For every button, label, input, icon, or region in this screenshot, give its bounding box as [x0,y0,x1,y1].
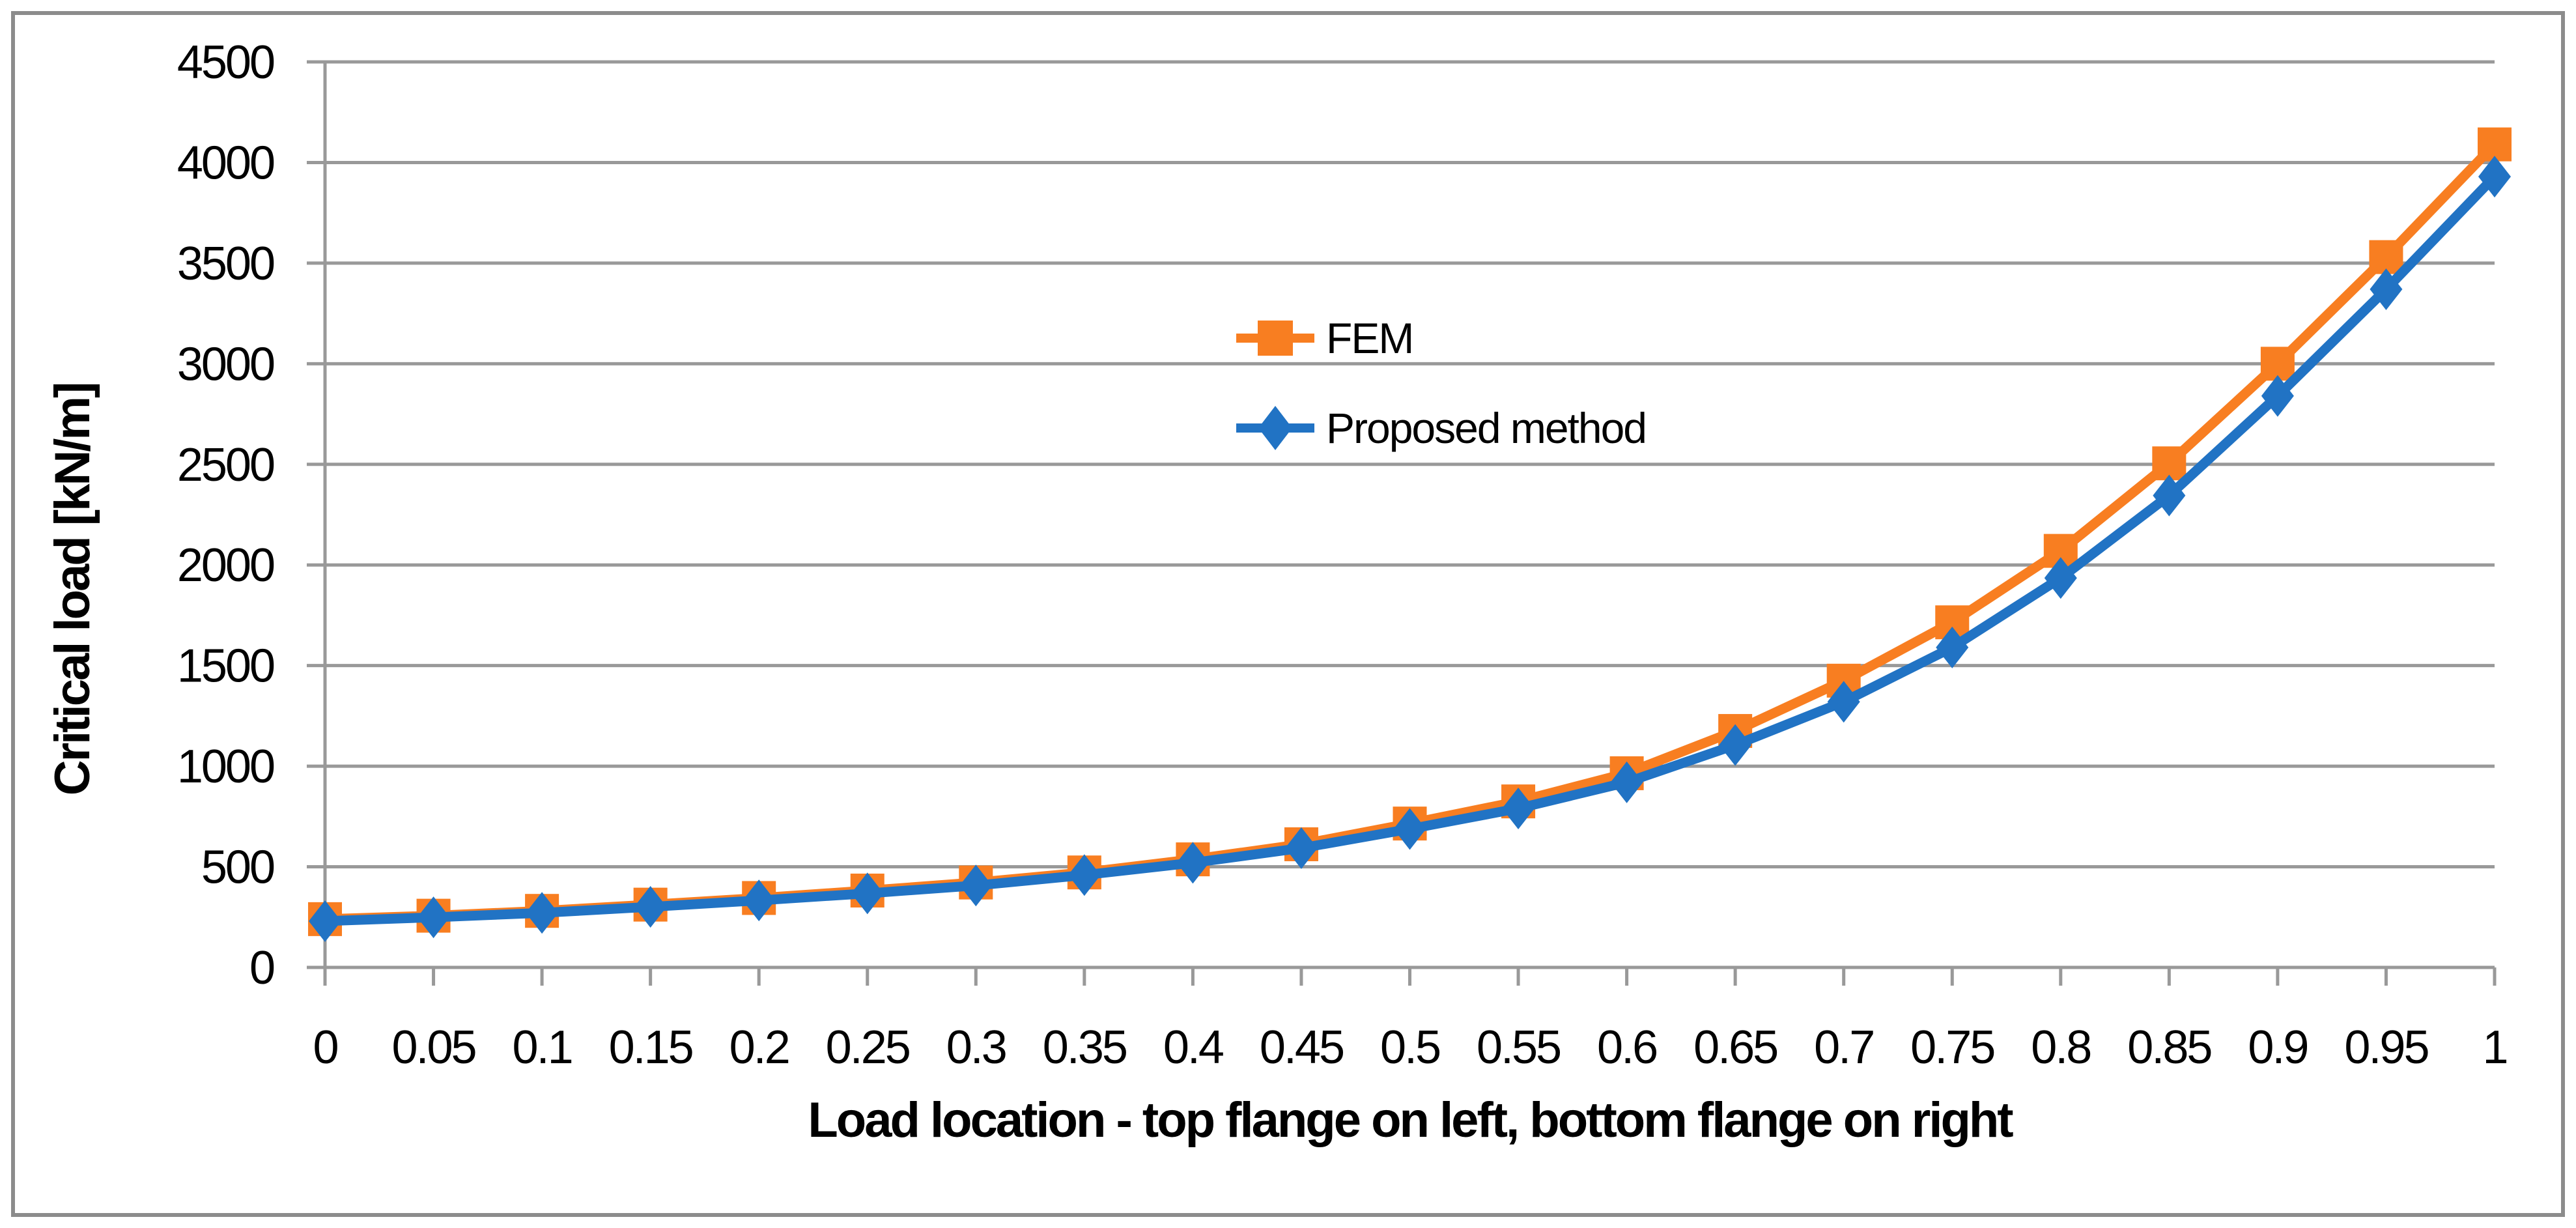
data-point-proposed-method-x0.95 [2370,268,2403,311]
data-point-proposed-method-x0.4 [1176,842,1210,884]
y-tick-label-1000: 1000 [177,741,274,793]
data-point-proposed-method-x0.55 [1502,787,1535,829]
x-tick-label-0.55: 0.55 [1477,1021,1561,1074]
y-tick-label-3500: 3500 [177,238,274,290]
x-tick-label-0.75: 0.75 [1910,1021,1994,1074]
data-point-proposed-method-x0 [309,900,341,942]
data-point-proposed-method-x0.2 [743,879,776,922]
x-tick-label-0.6: 0.6 [1597,1021,1656,1074]
x-tick-label-0.8: 0.8 [2031,1021,2090,1074]
data-point-proposed-method-x0.15 [634,886,667,928]
y-tick-label-2000: 2000 [177,539,274,592]
x-tick-label-0.95: 0.95 [2344,1021,2428,1074]
x-tick-label-0.9: 0.9 [2248,1021,2307,1074]
legend-item-proposed-method: Proposed method [1236,383,1647,473]
data-point-fem-x1 [2478,127,2512,162]
data-point-proposed-method-x0.3 [959,864,993,907]
x-tick-label-0.65: 0.65 [1693,1021,1777,1074]
x-tick-label-0.15: 0.15 [609,1021,693,1074]
legend-label-proposed-method: Proposed method [1326,404,1647,452]
y-tick-label-500: 500 [201,842,274,894]
data-point-proposed-method-x0.45 [1284,827,1318,869]
x-tick-label-0.7: 0.7 [1814,1021,1873,1074]
data-point-proposed-method-x0.1 [526,892,559,934]
data-point-fem-x0.95 [2369,240,2403,274]
y-tick-label-3000: 3000 [177,338,274,390]
series-line-fem [320,139,2500,924]
legend-label-fem: FEM [1326,314,1414,362]
x-tick-label-0.85: 0.85 [2127,1021,2211,1074]
data-point-proposed-method-x0.6 [1610,761,1643,803]
x-tick-label-0.4: 0.4 [1163,1021,1223,1074]
data-point-proposed-method-x0.9 [2261,375,2294,417]
data-point-fem-x0.85 [2152,446,2187,481]
chart-border [11,11,2565,1217]
y-tick-label-2500: 2500 [177,439,274,491]
data-point-proposed-method-x0.65 [1719,724,1752,766]
fem-series-marker-icon [1236,321,1314,356]
x-tick-label-0.2: 0.2 [729,1021,789,1074]
data-point-proposed-method-x0.5 [1393,808,1426,850]
x-tick-label-0.05: 0.05 [391,1021,475,1074]
legend: FEM Proposed method [1236,293,1647,473]
legend-item-fem: FEM [1236,293,1646,383]
x-tick-label-0.25: 0.25 [826,1021,910,1074]
data-point-proposed-method-x0.75 [1936,626,1969,668]
x-tick-label-0.45: 0.45 [1260,1021,1344,1074]
x-tick-label-0: 0 [313,1021,337,1074]
data-point-proposed-method-x0.05 [417,896,450,939]
data-point-proposed-method-x0.85 [2153,474,2186,517]
x-tick-label-0.5: 0.5 [1380,1021,1440,1074]
y-tick-label-4000: 4000 [177,137,274,189]
x-tick-label-0.3: 0.3 [946,1021,1006,1074]
data-point-proposed-method-x0.8 [2044,557,2077,599]
x-tick-label-1: 1 [2482,1021,2506,1074]
x-tick-label-0.35: 0.35 [1043,1021,1127,1074]
x-axis-title: Load location - top flange on left, bott… [808,1092,2013,1148]
proposed-method-series-marker-icon [1236,406,1314,450]
x-tick-label-0.1: 0.1 [513,1021,572,1074]
y-tick-label-0: 0 [249,942,274,994]
data-point-fem-x0.9 [2260,347,2295,381]
data-point-proposed-method-x1 [2478,156,2511,198]
y-tick-label-1500: 1500 [177,640,274,693]
y-axis-title: Critical load [kN/m] [45,383,100,796]
data-point-proposed-method-x0.25 [851,872,884,915]
data-point-proposed-method-x0.35 [1068,854,1101,896]
data-point-proposed-method-x0.7 [1827,681,1860,723]
y-tick-label-4500: 4500 [177,36,274,89]
